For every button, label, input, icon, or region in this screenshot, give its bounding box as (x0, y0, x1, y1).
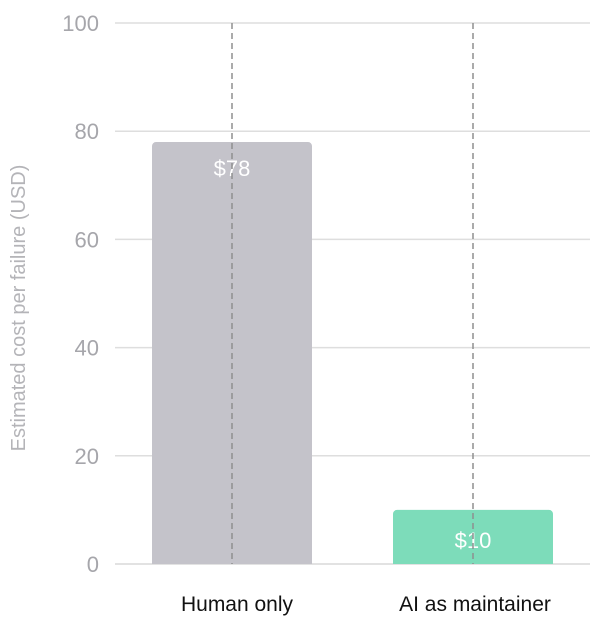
y-tick-label: 80 (75, 119, 99, 144)
y-tick-label: 20 (75, 444, 99, 469)
bar-base (393, 558, 553, 564)
x-category-label: Human only (181, 593, 294, 616)
y-tick-label: 40 (75, 336, 99, 361)
y-axis-ticks: 0 20 40 60 80 100 (62, 11, 99, 577)
bar-data-label: $10 (455, 528, 492, 553)
x-category-label: AI as maintainer (399, 593, 551, 616)
x-axis-categories: Human only AI as maintainer (181, 593, 551, 616)
y-tick-label: 60 (75, 227, 99, 252)
bar-base (152, 558, 312, 564)
category-dividers (231, 23, 474, 564)
y-tick-label: 0 (87, 552, 99, 577)
y-axis-label: Estimated cost per failure (USD) (8, 165, 30, 452)
y-tick-label: 100 (62, 11, 99, 36)
bars: $78$10 (152, 142, 553, 564)
